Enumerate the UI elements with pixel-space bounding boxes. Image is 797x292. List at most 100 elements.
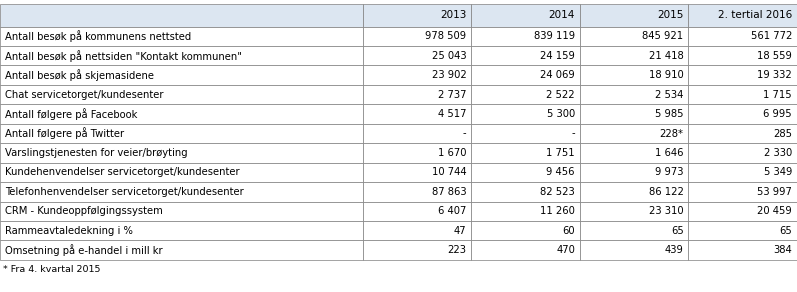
Bar: [0, 240, 363, 260]
Bar: [579, 201, 689, 221]
Bar: [0, 65, 363, 85]
Bar: [471, 104, 579, 124]
Bar: [579, 46, 689, 65]
Bar: [579, 27, 689, 46]
Bar: [0, 143, 363, 163]
Text: Antall besøk på skjemasidene: Antall besøk på skjemasidene: [5, 69, 154, 81]
Text: 23 902: 23 902: [432, 70, 466, 80]
Bar: [363, 124, 471, 143]
Text: 18 559: 18 559: [757, 51, 792, 61]
Bar: [363, 221, 471, 240]
Bar: [579, 240, 689, 260]
Text: 24 159: 24 159: [540, 51, 575, 61]
Text: * Fra 4. kvartal 2015: * Fra 4. kvartal 2015: [3, 265, 100, 274]
Bar: [0, 27, 363, 46]
Bar: [579, 143, 689, 163]
Text: 439: 439: [665, 245, 684, 255]
Bar: [0, 163, 363, 182]
Bar: [0, 104, 363, 124]
Text: 384: 384: [773, 245, 792, 255]
Text: 19 332: 19 332: [757, 70, 792, 80]
Bar: [689, 65, 797, 85]
Bar: [363, 85, 471, 104]
Bar: [471, 182, 579, 201]
Text: -: -: [463, 128, 466, 138]
Bar: [579, 85, 689, 104]
Bar: [363, 46, 471, 65]
Bar: [579, 4, 689, 27]
Bar: [0, 85, 363, 104]
Bar: [689, 221, 797, 240]
Text: 9 456: 9 456: [547, 167, 575, 177]
Bar: [471, 163, 579, 182]
Bar: [579, 124, 689, 143]
Bar: [579, 104, 689, 124]
Text: Antall følgere på Facebook: Antall følgere på Facebook: [5, 108, 137, 120]
Text: 2 522: 2 522: [546, 90, 575, 100]
Text: 2014: 2014: [548, 11, 575, 20]
Bar: [471, 201, 579, 221]
Text: 5 300: 5 300: [547, 109, 575, 119]
Bar: [0, 201, 363, 221]
Bar: [0, 182, 363, 201]
Text: 6 995: 6 995: [764, 109, 792, 119]
Text: Chat servicetorget/kundesenter: Chat servicetorget/kundesenter: [5, 90, 163, 100]
Text: Kundehenvendelser servicetorget/kundesenter: Kundehenvendelser servicetorget/kundesen…: [5, 167, 239, 177]
Text: Rammeavtaledekning i %: Rammeavtaledekning i %: [5, 226, 132, 236]
Text: 845 921: 845 921: [642, 31, 684, 41]
Text: 82 523: 82 523: [540, 187, 575, 197]
Text: 2013: 2013: [440, 11, 466, 20]
Text: 2 534: 2 534: [655, 90, 684, 100]
Text: Antall besøk på nettsiden "Kontakt kommunen": Antall besøk på nettsiden "Kontakt kommu…: [5, 50, 241, 62]
Bar: [363, 27, 471, 46]
Bar: [579, 163, 689, 182]
Text: 21 418: 21 418: [649, 51, 684, 61]
Bar: [471, 4, 579, 27]
Text: 87 863: 87 863: [432, 187, 466, 197]
Bar: [689, 4, 797, 27]
Bar: [363, 240, 471, 260]
Bar: [363, 4, 471, 27]
Text: Varslingstjenesten for veier/brøyting: Varslingstjenesten for veier/brøyting: [5, 148, 187, 158]
Bar: [363, 163, 471, 182]
Bar: [363, 65, 471, 85]
Text: 25 043: 25 043: [432, 51, 466, 61]
Text: 2015: 2015: [658, 11, 684, 20]
Bar: [363, 182, 471, 201]
Text: 1 715: 1 715: [764, 90, 792, 100]
Text: 11 260: 11 260: [540, 206, 575, 216]
Text: 2. tertial 2016: 2. tertial 2016: [718, 11, 792, 20]
Text: 47: 47: [453, 226, 466, 236]
Bar: [471, 46, 579, 65]
Bar: [471, 240, 579, 260]
Text: CRM - Kundeoppfølgingssystem: CRM - Kundeoppfølgingssystem: [5, 206, 163, 216]
Text: 223: 223: [447, 245, 466, 255]
Text: 53 997: 53 997: [757, 187, 792, 197]
Text: 10 744: 10 744: [432, 167, 466, 177]
Text: 285: 285: [773, 128, 792, 138]
Bar: [471, 124, 579, 143]
Bar: [689, 163, 797, 182]
Bar: [363, 104, 471, 124]
Text: 86 122: 86 122: [649, 187, 684, 197]
Text: Telefonhenvendelser servicetorget/kundesenter: Telefonhenvendelser servicetorget/kundes…: [5, 187, 244, 197]
Text: 978 509: 978 509: [426, 31, 466, 41]
Bar: [689, 85, 797, 104]
Text: 65: 65: [671, 226, 684, 236]
Text: 2 330: 2 330: [764, 148, 792, 158]
Text: Antall følgere på Twitter: Antall følgere på Twitter: [5, 128, 124, 140]
Bar: [0, 46, 363, 65]
Text: 228*: 228*: [659, 128, 684, 138]
Text: 1 670: 1 670: [438, 148, 466, 158]
Text: 9 973: 9 973: [655, 167, 684, 177]
Text: 561 772: 561 772: [751, 31, 792, 41]
Text: 470: 470: [556, 245, 575, 255]
Bar: [471, 85, 579, 104]
Bar: [689, 124, 797, 143]
Text: 65: 65: [779, 226, 792, 236]
Bar: [579, 65, 689, 85]
Text: 60: 60: [563, 226, 575, 236]
Bar: [0, 4, 363, 27]
Bar: [471, 65, 579, 85]
Bar: [689, 46, 797, 65]
